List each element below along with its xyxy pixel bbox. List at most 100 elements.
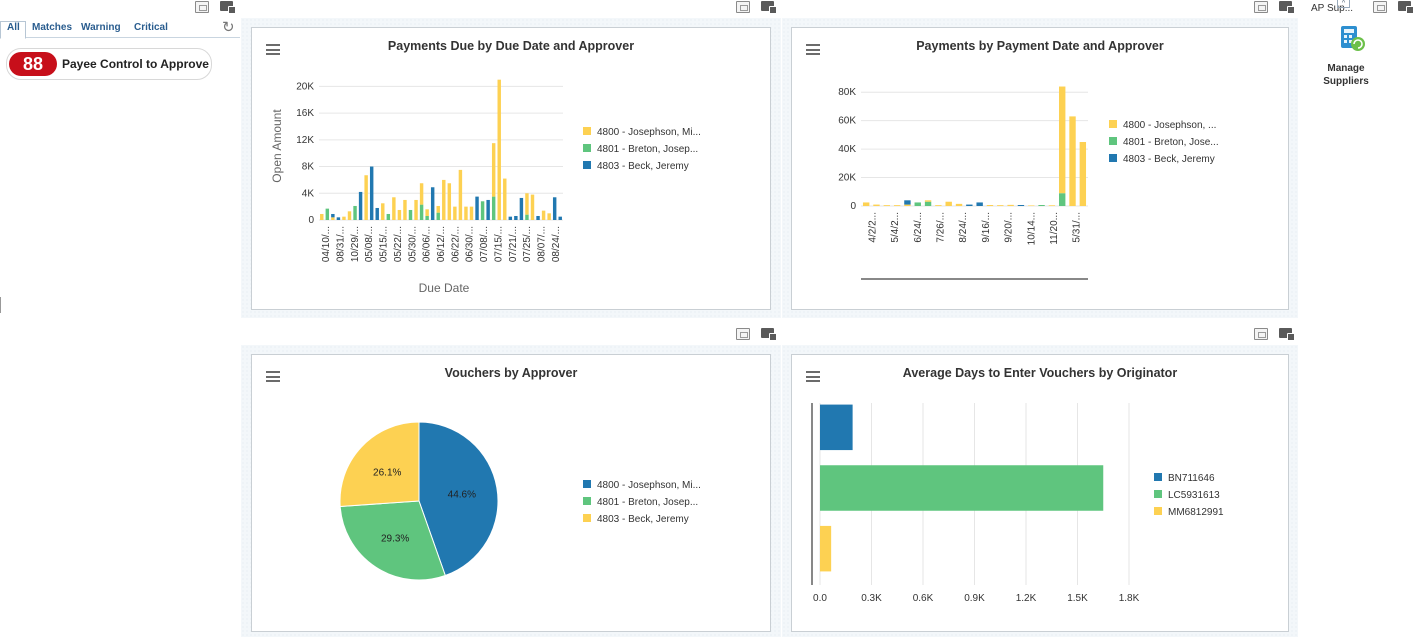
maximize-icon[interactable] [1373, 1, 1387, 13]
chart-title: Payments by Payment Date and Approver [916, 39, 1164, 53]
bar-segment [325, 208, 330, 220]
bar-segment [519, 197, 524, 220]
export-icon[interactable] [761, 1, 777, 14]
x-tick-label: 06/06/... [422, 226, 433, 262]
legend-swatch [1154, 473, 1162, 481]
bar-segment [430, 187, 435, 220]
x-tick-label: 6/24/... [913, 212, 924, 243]
export-icon[interactable] [761, 328, 777, 341]
x-tick-label: 06/12/... [436, 226, 447, 262]
legend-label: 4803 - Beck, Jeremy [597, 161, 689, 172]
refresh-icon[interactable]: ↻ [222, 18, 235, 36]
x-tick-label: 07/21/... [508, 226, 519, 262]
bar-segment [458, 169, 463, 220]
bar-segment [1079, 142, 1087, 206]
menu-icon[interactable] [266, 371, 280, 382]
legend-label: LC5931613 [1168, 490, 1220, 501]
bar-segment [331, 213, 335, 218]
x-tick-label: 05/22/... [393, 226, 404, 262]
legend-swatch [583, 497, 591, 505]
bar-segment [1059, 193, 1066, 206]
y-tick-label: 60K [838, 116, 856, 127]
export-icon[interactable] [1398, 1, 1414, 14]
bar-segment [536, 215, 540, 220]
legend-label: BN711646 [1168, 473, 1215, 484]
tab-all[interactable]: All [7, 22, 20, 33]
menu-icon[interactable] [806, 371, 820, 382]
legend-swatch [583, 161, 591, 169]
bar-segment [464, 206, 468, 220]
legend-swatch [583, 127, 591, 135]
x-tick-label: 9/16/... [981, 212, 992, 243]
chart-card-payments-by-date: Payments by Payment Date and Approver 0 2… [791, 27, 1289, 310]
maximize-icon[interactable] [736, 328, 750, 340]
export-icon[interactable] [220, 1, 236, 14]
bar-segment [475, 196, 479, 220]
tab-warning[interactable]: Warning [81, 22, 121, 33]
splitter[interactable] [0, 297, 1, 313]
bar-segment [914, 202, 921, 206]
bar-segment [419, 204, 424, 220]
y-tick-label: 80K [838, 87, 856, 98]
legend-label: 4800 - Josephson, ... [1123, 120, 1216, 131]
tab-bar [0, 20, 240, 38]
bar-segment [1028, 205, 1035, 206]
bar-segment [552, 197, 557, 220]
y-tick-label: 20K [296, 81, 314, 92]
bar-segment [1059, 86, 1066, 194]
y-tick-label: 4K [302, 188, 315, 199]
x-tick-label: 08/31/... [336, 226, 347, 262]
x-tick-label: 8/24/... [958, 212, 969, 243]
bar-segment [392, 197, 396, 220]
bar-segment [469, 206, 474, 220]
y-tick-label: 40K [838, 144, 856, 155]
maximize-icon[interactable] [195, 1, 209, 13]
manage-label-line2: Suppliers [1323, 76, 1369, 87]
alert-count-badge: 88 [9, 52, 57, 76]
bar-segment [353, 205, 357, 220]
x-tick-label: 0.0 [813, 593, 827, 604]
x-tick-label: 08/24/... [551, 226, 562, 262]
bar-segment [904, 204, 911, 206]
legend-swatch [1109, 137, 1117, 145]
x-tick-label: 5/31/... [1072, 212, 1083, 243]
bar-segment [369, 166, 374, 220]
x-axis-title: Due Date [419, 281, 470, 295]
menu-icon[interactable] [266, 44, 280, 55]
alert-tile[interactable]: 88 Payee Control to Approve [6, 48, 212, 80]
bar-segment [1017, 205, 1025, 206]
x-tick-label: 1.8K [1119, 593, 1140, 604]
legend-label: 4801 - Breton, Jose... [1123, 137, 1219, 148]
x-tick-label: 1.5K [1067, 593, 1088, 604]
tab-matches[interactable]: Matches [32, 22, 73, 33]
legend-label: MM6812991 [1168, 507, 1224, 518]
legend-label: 4801 - Breton, Josep... [597, 497, 698, 508]
y-tick-label: 0 [308, 215, 314, 226]
maximize-icon[interactable] [1254, 1, 1268, 13]
tab-critical[interactable]: Critical [134, 22, 168, 33]
bar-segment [893, 205, 901, 206]
bar-segment [1048, 205, 1056, 206]
maximize-icon[interactable] [736, 1, 750, 13]
legend-label: 4801 - Breton, Josep... [597, 144, 698, 155]
menu-icon[interactable] [806, 44, 820, 55]
collapse-icon[interactable]: ^ [1337, 0, 1350, 8]
chart-svg: 0 4K 8K 12K 16K 20K 04/10/... 08/31/... 10/29/..… [270, 79, 701, 295]
chart-title: Vouchers by Approver [444, 366, 578, 380]
legend-swatch [1109, 154, 1117, 162]
bar-segment [514, 215, 518, 220]
bar [820, 465, 1104, 511]
bar-segment [547, 213, 551, 220]
export-icon[interactable] [1279, 1, 1295, 14]
x-tick-label: 04/10/... [321, 226, 332, 262]
legend-swatch [1109, 120, 1117, 128]
maximize-icon[interactable] [1254, 328, 1268, 340]
manage-suppliers-tile[interactable]: Manage Suppliers [1311, 24, 1381, 94]
legend-swatch [583, 480, 591, 488]
bar-segment [945, 201, 952, 206]
export-icon[interactable] [1279, 328, 1295, 341]
left-panel: All Matches Warning Critical ↻ 88 Payee … [0, 0, 240, 637]
y-tick-label: 20K [838, 173, 856, 184]
x-tick-label: 07/08/... [479, 226, 490, 262]
